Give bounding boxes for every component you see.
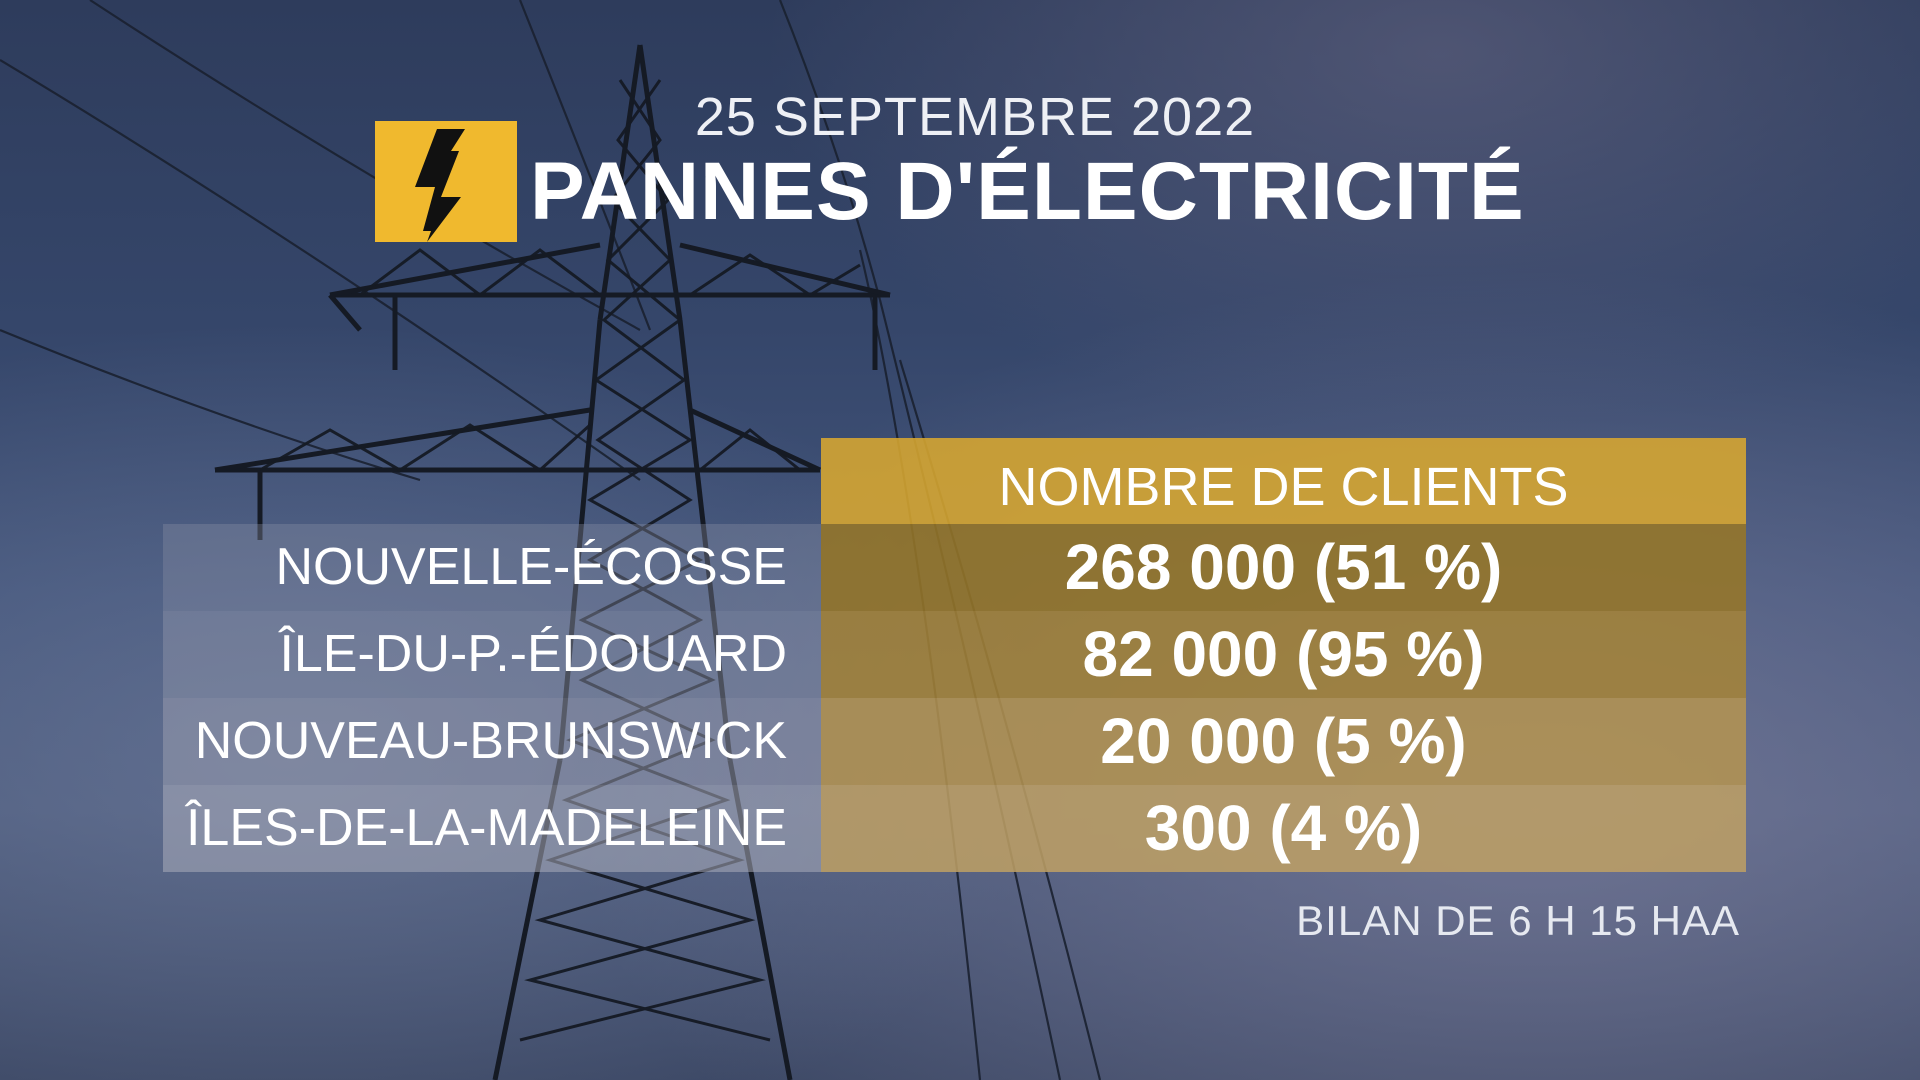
region-label: NOUVELLE-ÉCOSSE: [163, 524, 821, 611]
client-count-value: 82 000 (95 %): [821, 611, 1746, 698]
region-label: NOUVEAU-BRUNSWICK: [163, 698, 821, 785]
column-header: NOMBRE DE CLIENTS: [821, 438, 1746, 524]
region-label: ÎLES-DE-LA-MADELEINE: [163, 785, 821, 872]
client-count-value: 20 000 (5 %): [821, 698, 1746, 785]
page-title: PANNES D'ÉLECTRICITÉ: [530, 146, 1525, 237]
client-count-value: 300 (4 %): [821, 785, 1746, 872]
client-count-value: 268 000 (51 %): [821, 524, 1746, 611]
report-time-note: BILAN DE 6 H 15 HAA: [1296, 897, 1740, 944]
date: 25 SEPTEMBRE 2022: [694, 87, 1256, 147]
region-label: ÎLE-DU-P.-ÉDOUARD: [163, 611, 821, 698]
lightning-bolt-icon: [375, 121, 517, 242]
